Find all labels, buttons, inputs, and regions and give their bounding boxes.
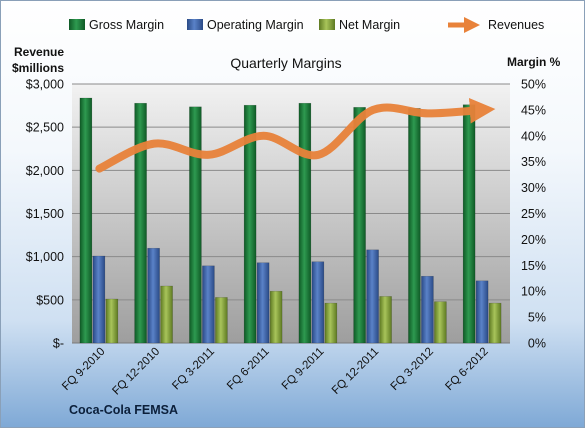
x-tick-label: FQ 9-2011 [280,346,327,393]
bar-net-margin-fq-9-2011 [324,302,338,344]
bar-net-margin-fq-6-2011 [269,290,283,344]
right-tick-label: 25% [521,207,546,221]
left-tick-label: $500 [36,293,64,307]
left-tick-label: $2,000 [26,164,64,178]
bar-gross-margin-fq-3-2011 [189,106,202,344]
bar-operating-margin-fq-3-2012 [421,275,434,344]
right-tick-label: 30% [521,181,546,195]
left-axis-ticks: $- $500 $1,000 $1,500 $2,000 $2,500 $3,000 [26,78,64,351]
right-tick-label: 40% [521,129,546,143]
legend-item-operating-margin: Operating Margin [187,18,304,32]
bar-gross-margin-fq-3-2012 [408,108,421,344]
legend-swatch-gross-margin [69,19,85,30]
right-axis-title: Margin % [507,55,561,69]
legend-label-operating-margin: Operating Margin [207,18,304,32]
right-tick-label: 10% [521,285,546,299]
bar-operating-margin-fq-9-2010 [92,255,106,344]
right-axis-ticks: 0% 5% 10% 15% 20% 25% 30% 35% 40% 45% 50% [521,78,546,351]
x-tick-label: FQ 6-2011 [225,346,272,393]
company-label: Coca-Cola FEMSA [69,403,178,417]
x-tick-label: FQ 12-2010 [110,346,162,398]
left-tick-label: $1,000 [26,250,64,264]
right-tick-label: 20% [521,233,546,247]
left-tick-label: $3,000 [26,78,64,92]
bar-net-margin-fq-3-2012 [434,301,447,344]
legend: Gross Margin Operating Margin Net Margin… [69,16,544,34]
legend-label-net-margin: Net Margin [339,18,400,32]
series-line-revenues [95,97,496,173]
chart-title: Quarterly Margins [230,55,341,71]
bar-net-margin-fq-6-2012 [488,302,502,344]
bar-net-margin-fq-3-2011 [215,297,228,344]
revenue-line [95,97,496,173]
bar-operating-margin-fq-3-2011 [202,265,215,344]
right-tick-label: 50% [521,78,546,92]
bar-operating-margin-fq-6-2011 [256,262,270,344]
right-tick-label: 45% [521,103,546,117]
bar-gross-margin-fq-6-2012 [462,104,476,344]
bar-operating-margin-fq-12-2010 [147,247,160,344]
bars [79,97,502,344]
bar-gross-margin-fq-6-2011 [243,104,257,344]
left-axis-title-line2: $millions [12,61,64,75]
left-tick-label: $- [53,337,64,351]
legend-item-gross-margin: Gross Margin [69,18,164,32]
bar-gross-margin-fq-9-2010 [79,97,93,344]
x-tick-label: FQ 3-2012 [389,346,436,393]
legend-swatch-net-margin [319,19,335,30]
left-axis-title-line1: Revenue [14,45,64,59]
right-tick-label: 0% [528,337,546,351]
bar-gross-margin-fq-9-2011 [298,102,312,344]
x-tick-label: FQ 3-2011 [170,346,217,393]
bar-operating-margin-fq-6-2012 [475,280,489,344]
bar-gross-margin-fq-12-2011 [353,107,366,344]
bar-net-margin-fq-9-2010 [105,298,119,344]
legend-label-revenues: Revenues [488,18,544,32]
bar-net-margin-fq-12-2011 [379,296,392,344]
left-tick-label: $2,500 [26,121,64,135]
bar-gross-margin-fq-12-2010 [134,102,147,344]
x-axis-ticks: FQ 9-2010 FQ 12-2010 FQ 3-2011 FQ 6-2011 FQ … [60,346,491,398]
right-tick-label: 35% [521,155,546,169]
x-tick-label: FQ 12-2011 [330,346,381,397]
left-tick-label: $1,500 [26,207,64,221]
bar-net-margin-fq-12-2010 [160,285,173,344]
legend-item-revenues: Revenues [448,16,544,34]
legend-swatch-operating-margin [187,19,203,30]
right-tick-label: 15% [521,259,546,273]
x-tick-label: FQ 9-2010 [60,346,107,393]
right-tick-label: 5% [528,311,546,325]
legend-label-gross-margin: Gross Margin [89,18,164,32]
legend-item-net-margin: Net Margin [319,18,400,32]
bar-operating-margin-fq-9-2011 [311,261,325,344]
x-tick-label: FQ 6-2012 [443,346,490,393]
bar-operating-margin-fq-12-2011 [366,249,379,344]
